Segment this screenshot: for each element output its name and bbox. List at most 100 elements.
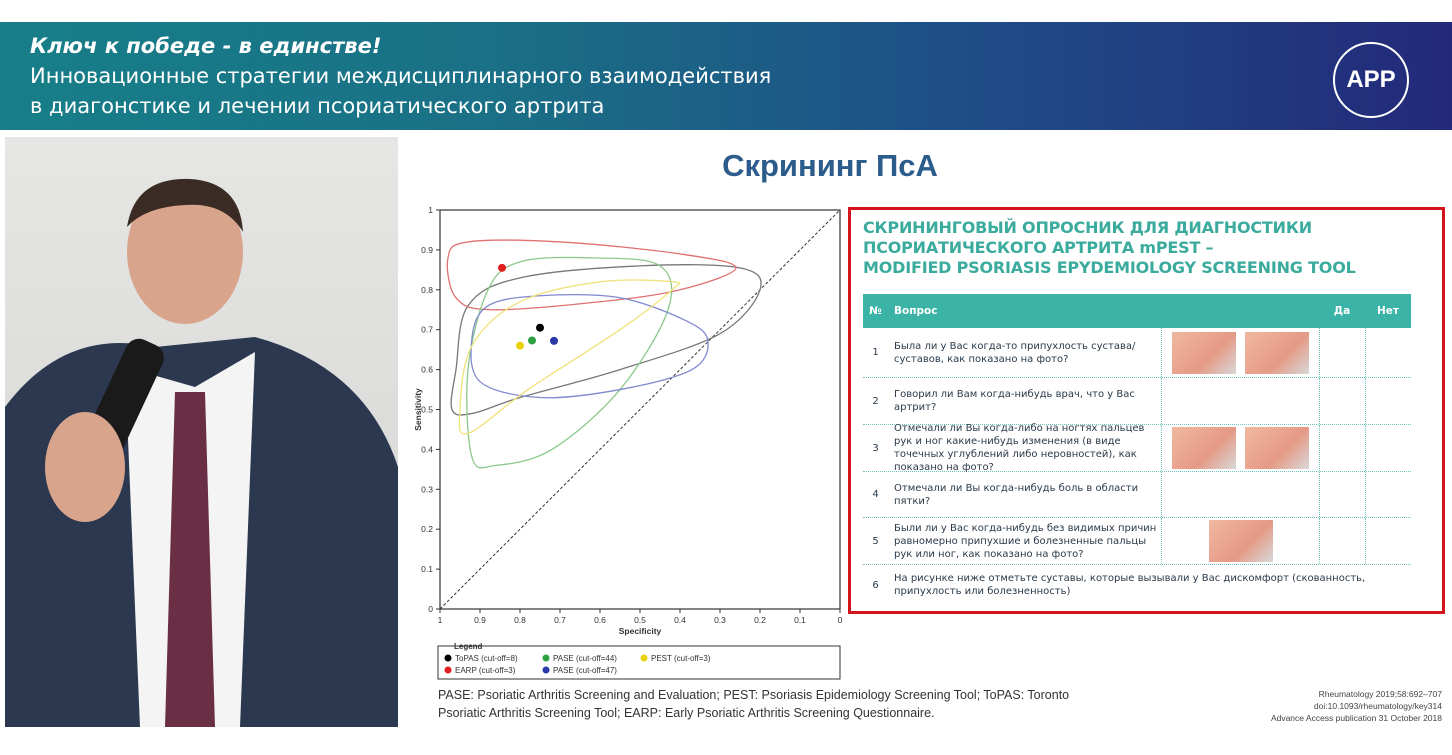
diagonal-line: [439, 209, 841, 610]
yes-cell: [1319, 328, 1365, 377]
y-tick-label: 0.7: [421, 325, 433, 335]
row-question: Отмечали ли Вы когда-либо на ногтях паль…: [894, 423, 1145, 473]
conference-banner: Ключ к победе - в единстве! Инновационны…: [0, 22, 1452, 130]
row-num: 4: [872, 489, 879, 500]
legend-marker: [640, 654, 648, 662]
x-tick-label: 0.4: [674, 615, 686, 625]
table-row: 1 Была ли у Вас когда-то припухлость сус…: [863, 328, 1411, 378]
row-num: 2: [872, 395, 879, 407]
confidence-region: [458, 279, 681, 435]
yes-cell: [1319, 378, 1365, 424]
legend-label: PEST (cut-off=3): [651, 654, 711, 663]
row-num: 6: [872, 579, 879, 591]
data-point: [528, 336, 536, 345]
legend-label: ToPAS (cut-off=8): [455, 654, 518, 663]
x-tick-label: 0.9: [474, 615, 486, 625]
confidence-region: [446, 239, 737, 311]
confidence-region: [450, 264, 762, 416]
mpest-questionnaire: СКРИНИНГОВЫЙ ОПРОСНИК ДЛЯ ДИАГНОСТИКИ ПС…: [848, 207, 1445, 614]
data-point: [516, 341, 524, 350]
x-tick-label: 0.3: [714, 615, 726, 625]
legend-title: Legend: [454, 642, 483, 651]
row-question: Говорил ли Вам когда-нибудь врач, что у …: [894, 389, 1135, 413]
header-yes: Да: [1333, 305, 1351, 317]
legend-label: PASE (cut-off=44): [553, 654, 617, 663]
legend-marker: [542, 666, 550, 674]
nail-photo: [1171, 427, 1236, 469]
legend-box: [437, 645, 841, 680]
table-row: 5 Были ли у Вас когда-нибудь без видимых…: [863, 518, 1411, 565]
no-cell: [1365, 425, 1411, 471]
yes-cell: [1319, 472, 1365, 517]
data-point: [550, 336, 558, 345]
y-tick-label: 1: [428, 205, 433, 215]
toes-photo: [1208, 520, 1273, 562]
y-tick-label: 0.6: [421, 365, 433, 375]
row-num: 5: [872, 535, 879, 547]
row-question: Отмечали ли Вы когда-нибудь боль в облас…: [894, 482, 1139, 507]
mpest-title-3: MODIFIED PSORIASIS EPYDEMIOLOGY SCREENIN…: [863, 258, 1356, 277]
no-cell: [1365, 378, 1411, 424]
x-tick-label: 0.6: [594, 615, 606, 625]
speaker-figure: [5, 178, 398, 727]
reference-3: Advance Access publication 31 October 20…: [1270, 713, 1442, 723]
table-row: 3 Отмечали ли Вы когда-либо на ногтях па…: [863, 423, 1411, 473]
legend-marker: [444, 654, 452, 662]
table-row: 2 Говорил ли Вам когда-нибудь врач, что …: [863, 378, 1411, 425]
y-tick-label: 0.8: [421, 285, 433, 295]
row-num: 1: [872, 347, 879, 358]
header-no: Нет: [1377, 305, 1399, 317]
x-tick-label: 1: [438, 615, 443, 625]
row-question: На рисунке ниже отметьте суставы, которы…: [894, 573, 1366, 597]
y-axis-label: Sensitivity: [413, 388, 423, 431]
y-tick-label: 0.9: [421, 245, 433, 255]
mpest-title-1: СКРИНИНГОВЫЙ ОПРОСНИК ДЛЯ ДИАГНОСТИКИ: [863, 218, 1312, 237]
no-cell: [1365, 328, 1411, 377]
hands-photo: [1171, 331, 1236, 374]
mpest-table: № Вопрос Да Нет 1 Была ли у Вас когда-то…: [863, 294, 1411, 605]
data-point: [536, 323, 544, 332]
reference-1: Rheumatology 2019;58:692–707: [1318, 689, 1442, 699]
footnote-line-2: Psoriatic Arthritis Screening Tool; EARP…: [438, 706, 935, 720]
yes-cell: [1319, 518, 1365, 564]
x-tick-label: 0.7: [554, 615, 566, 625]
x-axis-label: Specificity: [619, 626, 662, 636]
sroc-chart: 1 0.9 0.8 0.7 0.6 0.5 0.4 0.3 0.2 0.1 0 0 0.1 0.2 0.3 0…: [413, 205, 843, 680]
logo-text: АРР: [1346, 66, 1396, 93]
yes-cell: [1319, 425, 1365, 471]
x-tick-label: 0.8: [514, 615, 526, 625]
feet-photo: [1245, 331, 1310, 374]
y-tick-label: 0.1: [421, 564, 433, 574]
legend-marker: [542, 654, 550, 662]
y-tick-label: 0.4: [421, 444, 433, 454]
row-num: 3: [872, 442, 879, 454]
x-tick-label: 0: [838, 615, 843, 625]
y-tick-label: 0.2: [421, 524, 433, 534]
speaker-video: [5, 137, 398, 727]
legend-marker: [444, 666, 452, 674]
x-tick-label: 0.2: [754, 615, 766, 625]
header-num: №: [869, 305, 882, 317]
footnote-line-1: PASE: Psoriatic Arthritis Screening and …: [438, 688, 1070, 702]
legend-label: EARP (cut-off=3): [455, 666, 516, 675]
row-question: Были ли у Вас когда-нибудь без видимых п…: [894, 522, 1157, 560]
header-question: Вопрос: [894, 305, 938, 317]
slide-title: Скрининг ПсА: [722, 148, 938, 183]
data-point: [498, 263, 506, 272]
table-header: № Вопрос Да Нет: [863, 294, 1411, 328]
y-tick-label: 0.5: [421, 405, 433, 415]
legend-label: PASE (cut-off=47): [553, 666, 617, 675]
x-tick-label: 0.1: [794, 615, 806, 625]
table-row: 4 Отмечали ли Вы когда-нибудь боль в обл…: [863, 472, 1411, 518]
y-tick-label: 0: [428, 604, 433, 614]
row-question: Была ли у Вас когда-то припухлость суста…: [894, 340, 1136, 365]
y-tick-label: 0.3: [421, 484, 433, 494]
table-row: 6 На рисунке ниже отметьте суставы, кото…: [863, 565, 1411, 605]
banner-tagline: Ключ к победе - в единстве!: [30, 34, 382, 58]
mpest-title-2: ПСОРИАТИЧЕСКОГО АРТРИТА mPEST –: [863, 238, 1214, 257]
association-logo: АРР: [1333, 42, 1409, 118]
no-cell: [1365, 518, 1411, 564]
no-cell: [1365, 472, 1411, 517]
fingernails-photo: [1245, 427, 1310, 469]
x-tick-label: 0.5: [634, 615, 646, 625]
